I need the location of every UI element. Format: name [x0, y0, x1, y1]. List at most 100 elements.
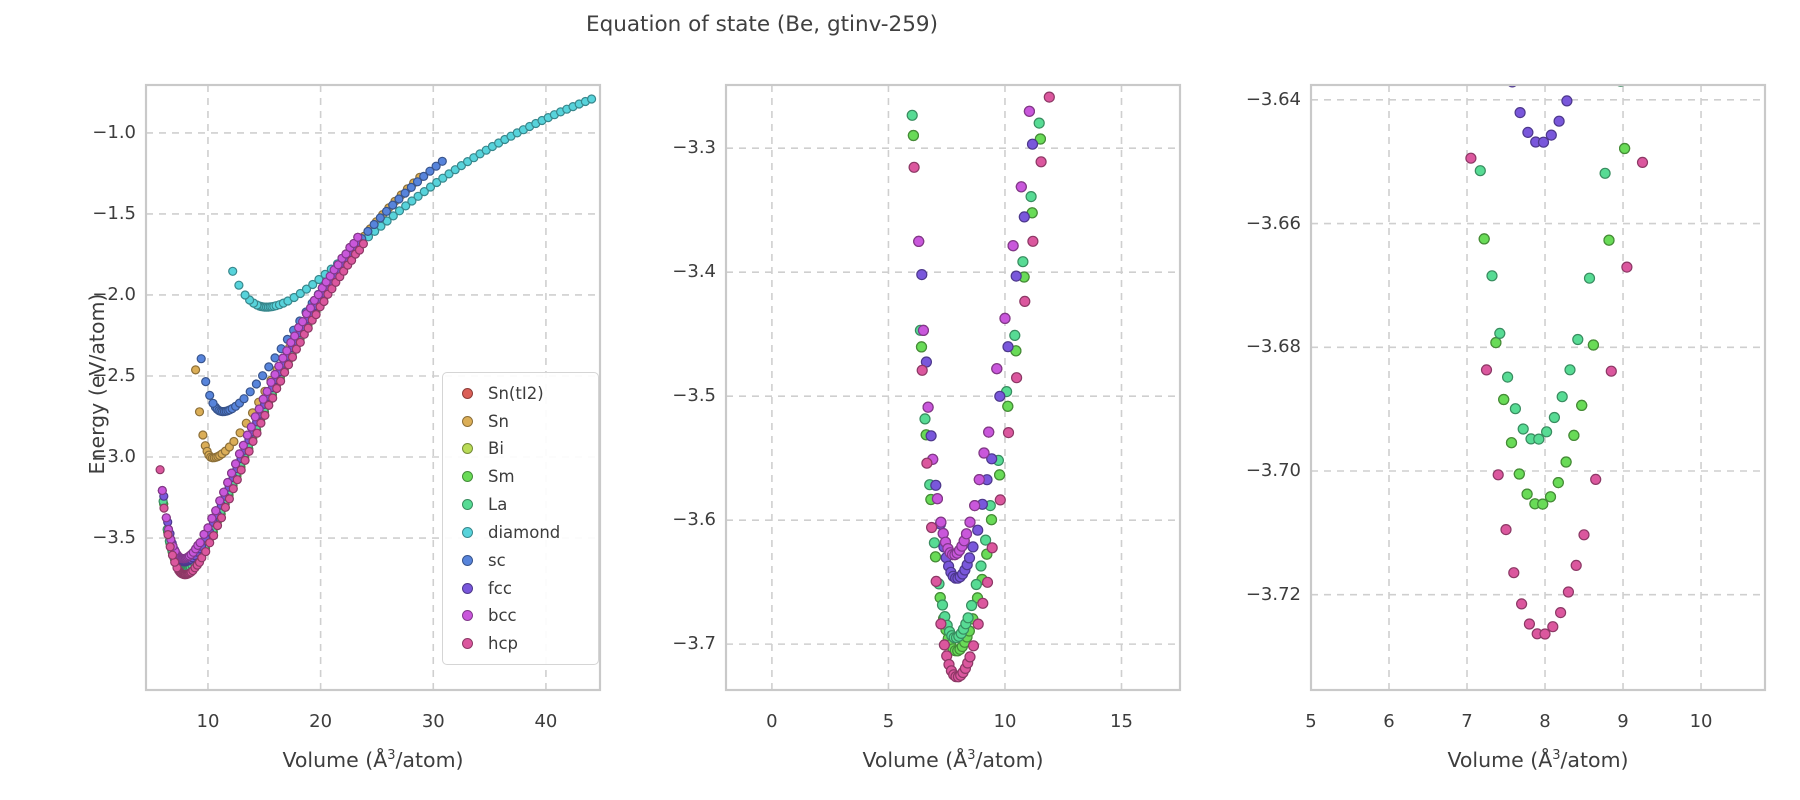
- data-point: [407, 196, 417, 206]
- y-tick-label: −1.0: [92, 121, 136, 143]
- legend-marker-icon: [462, 471, 473, 483]
- data-point: [236, 465, 246, 475]
- data-point: [280, 367, 290, 377]
- data-point: [1513, 468, 1525, 480]
- data-point: [246, 422, 256, 432]
- data-point: [282, 346, 292, 356]
- data-point: [963, 552, 976, 564]
- data-point: [290, 331, 300, 341]
- data-point: [245, 387, 255, 397]
- x-tick-label: 0: [766, 711, 778, 732]
- panel-zoom-fine: [1309, 83, 1767, 692]
- data-point: [401, 201, 411, 211]
- data-point: [239, 394, 249, 404]
- legend-item-bi: Bi: [443, 439, 598, 458]
- data-point: [248, 436, 258, 446]
- series-La: [1474, 85, 1625, 445]
- data-point: [906, 109, 918, 121]
- data-point: [308, 279, 318, 290]
- data-point: [419, 187, 429, 197]
- data-point: [425, 166, 435, 176]
- data-point: [1509, 403, 1522, 415]
- legend-marker-icon: [462, 499, 473, 511]
- data-point: [1553, 115, 1565, 127]
- data-point: [1007, 240, 1019, 252]
- data-point: [209, 530, 219, 541]
- data-point: [363, 226, 373, 236]
- data-point: [437, 156, 447, 166]
- legend-item-sn: Sn: [443, 412, 598, 431]
- legend-item-fcc: fcc: [443, 579, 598, 598]
- data-point: [216, 513, 227, 523]
- data-point: [250, 412, 260, 422]
- y-tick-label: −3.7: [672, 633, 716, 655]
- data-point: [1540, 426, 1553, 438]
- data-point: [313, 290, 323, 300]
- data-point: [1478, 233, 1490, 245]
- data-point: [964, 651, 976, 663]
- data-point: [240, 455, 250, 465]
- data-point: [1544, 491, 1557, 503]
- data-point: [191, 365, 201, 375]
- data-point: [287, 352, 298, 362]
- data-point: [381, 206, 392, 216]
- data-point: [962, 612, 974, 624]
- data-point: [1501, 371, 1514, 383]
- data-point: [161, 513, 171, 523]
- data-point: [196, 354, 206, 364]
- y-tick-label: −3.64: [1245, 88, 1301, 110]
- data-point: [1033, 117, 1045, 129]
- data-point: [258, 394, 268, 404]
- legend-marker-icon: [462, 582, 473, 594]
- data-point: [205, 538, 215, 548]
- data-point: [928, 537, 941, 549]
- data-point: [972, 524, 984, 536]
- data-point: [993, 469, 1006, 481]
- data-point: [1583, 272, 1596, 284]
- data-point: [1486, 270, 1498, 282]
- data-point: [1492, 469, 1504, 481]
- data-point: [991, 363, 1003, 375]
- data-point: [969, 500, 981, 512]
- data-point: [985, 514, 998, 526]
- data-point: [921, 457, 933, 469]
- data-point: [231, 459, 241, 469]
- data-point: [1562, 586, 1575, 598]
- data-point: [922, 401, 934, 413]
- data-point: [1514, 106, 1526, 119]
- data-point: [303, 323, 313, 333]
- data-point: [1636, 156, 1649, 168]
- data-point: [965, 599, 978, 612]
- legend-marker-icon: [462, 554, 473, 566]
- data-point: [438, 173, 448, 183]
- data-point: [163, 529, 173, 540]
- data-point: [1465, 152, 1477, 164]
- legend-item-sn-ti2-: Sn(tI2): [443, 384, 598, 403]
- y-tick-label: −3.72: [1245, 583, 1301, 605]
- y-tick-label: −3.70: [1245, 460, 1301, 481]
- data-point: [295, 288, 305, 299]
- data-point: [234, 280, 244, 290]
- data-point: [341, 249, 351, 259]
- data-point: [394, 194, 404, 204]
- y-tick-label: −1.5: [92, 202, 136, 224]
- legend-label: La: [488, 495, 508, 515]
- data-point: [1019, 295, 1031, 307]
- data-point: [1498, 393, 1510, 406]
- legend-label: Sn: [488, 411, 509, 431]
- data-point: [1494, 327, 1506, 339]
- data-point: [228, 266, 238, 276]
- data-point: [274, 361, 284, 371]
- data-point: [1002, 427, 1015, 439]
- legend-label: fcc: [488, 578, 512, 598]
- data-point: [234, 449, 245, 459]
- data-point: [1618, 142, 1631, 155]
- data-point: [1023, 105, 1036, 117]
- data-point: [199, 529, 209, 540]
- y-tick-label: −3.6: [672, 509, 716, 531]
- data-point: [964, 516, 976, 528]
- data-point: [1480, 364, 1493, 376]
- legend-label: diamond: [488, 522, 561, 542]
- data-point: [295, 337, 305, 347]
- data-point: [159, 503, 169, 513]
